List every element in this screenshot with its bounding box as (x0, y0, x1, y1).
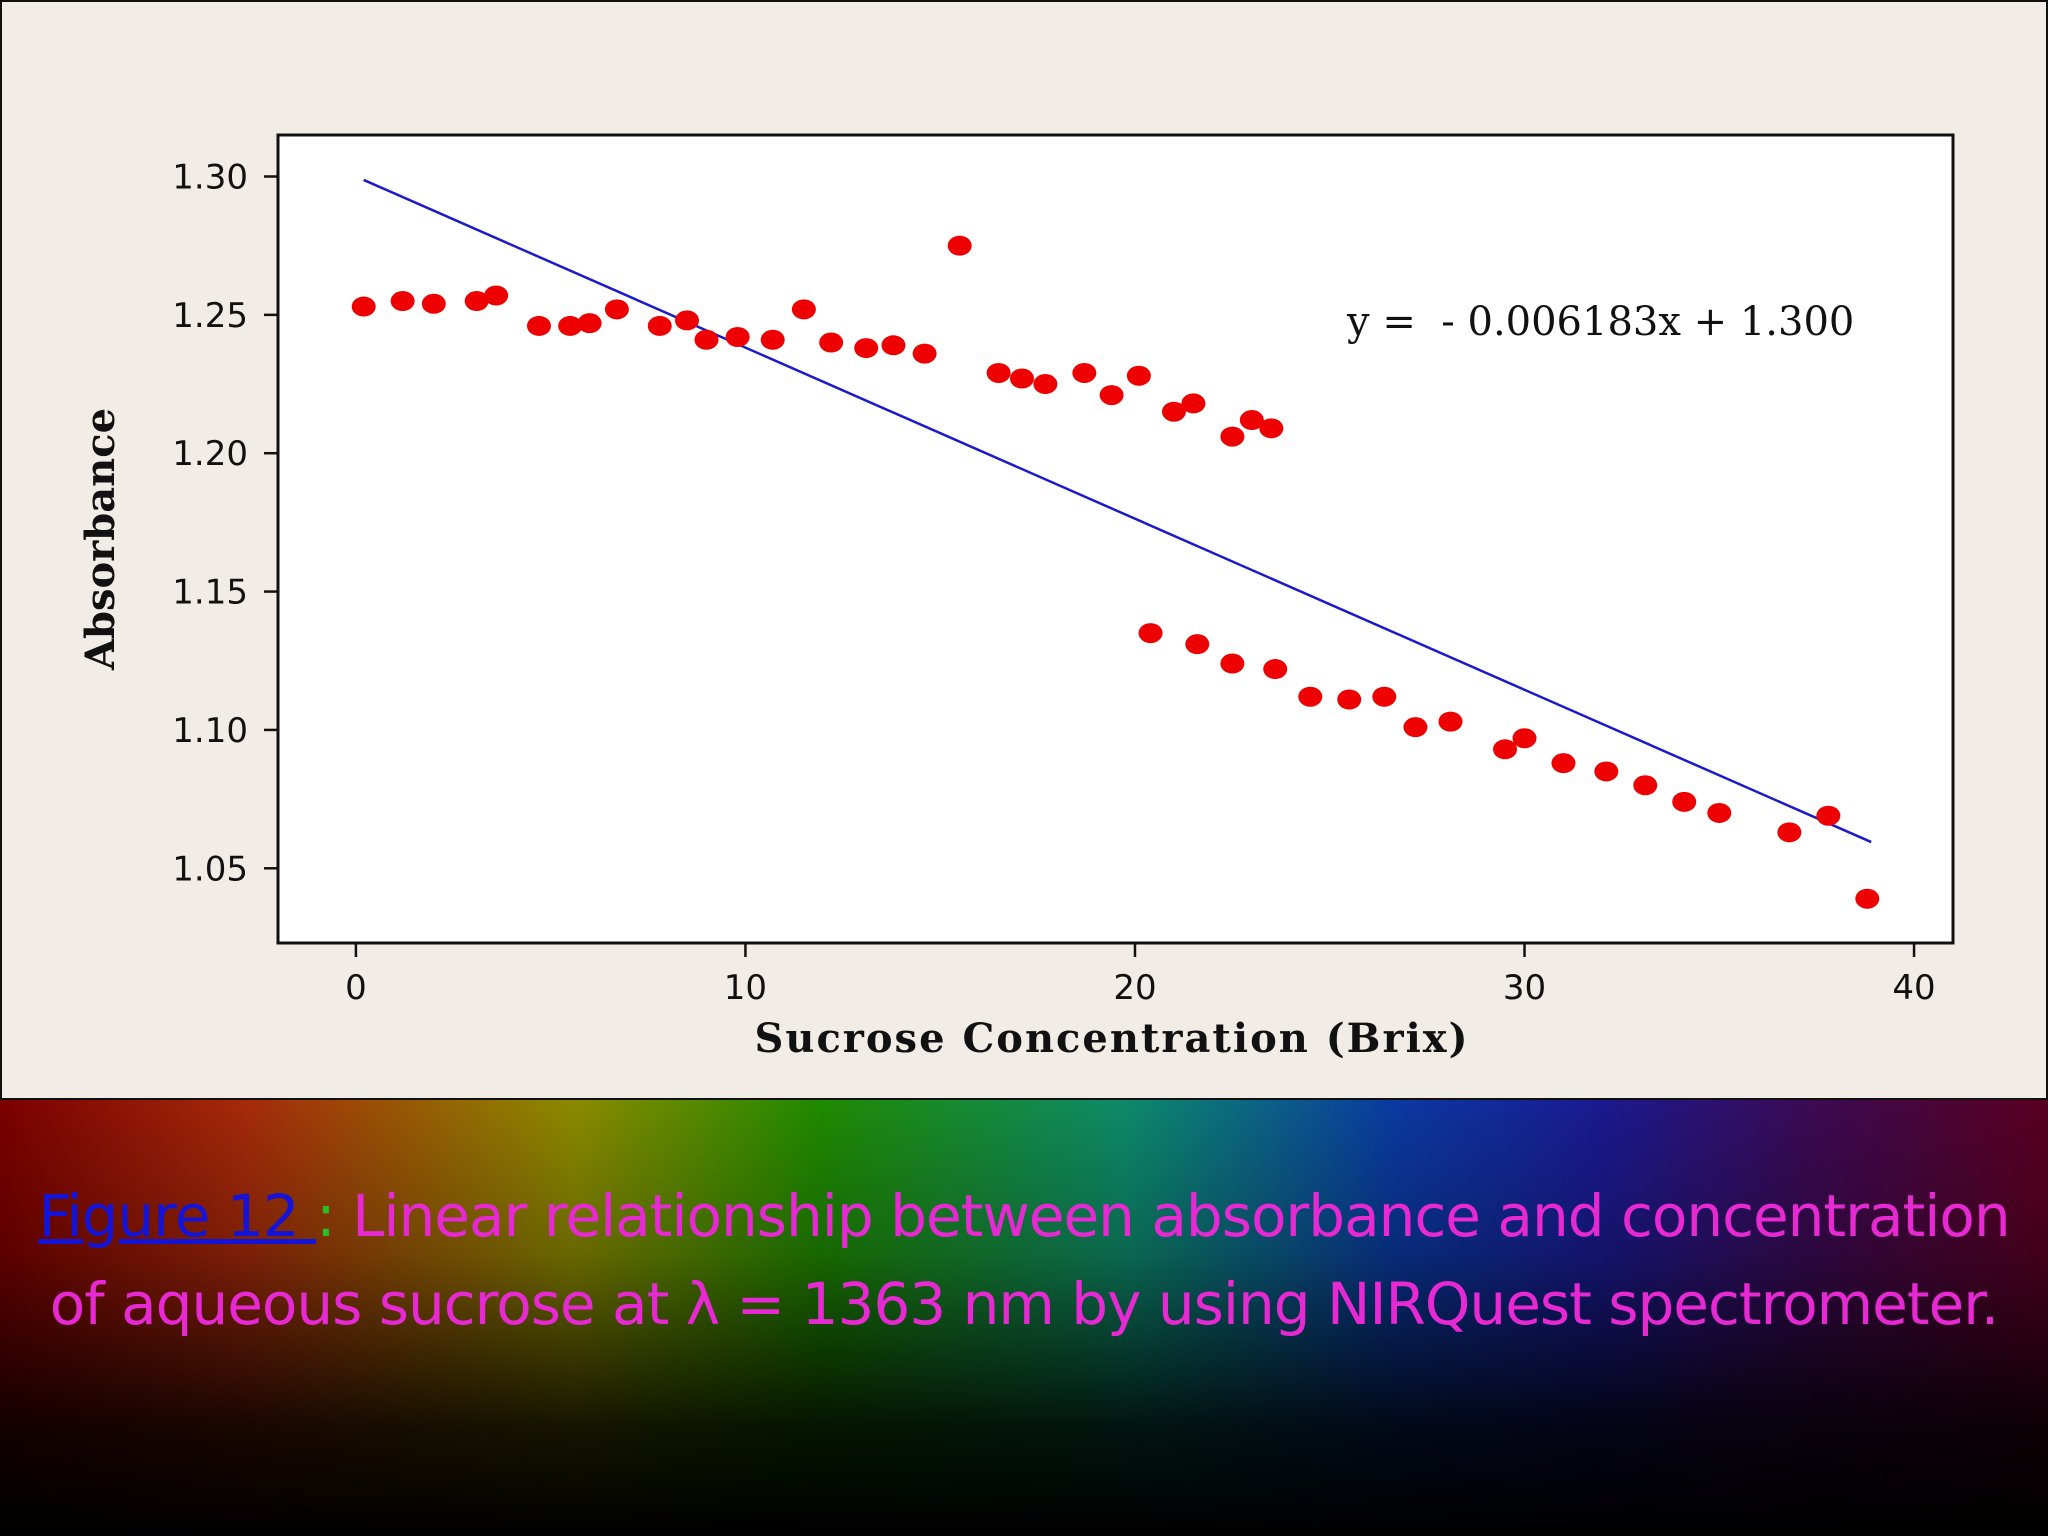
data-point (1181, 393, 1206, 414)
data-point (558, 315, 583, 336)
caption-text: Linear relationship between absorbance a… (49, 1182, 2011, 1338)
data-point (725, 327, 750, 347)
figure-panel: 1.05 1.10 1.15 1.20 1.25 1.30 0 10 20 30 40 y = -… (0, 0, 2048, 1100)
data-point (675, 310, 700, 331)
data-point (484, 285, 509, 306)
data-point (986, 362, 1011, 383)
data-point (1010, 368, 1035, 389)
data-point (1337, 689, 1362, 710)
y-axis-title: Absorbance (77, 408, 124, 671)
data-point (1633, 775, 1658, 796)
data-point (1072, 362, 1097, 383)
data-point (577, 313, 602, 334)
data-point (421, 293, 446, 314)
data-point (1777, 822, 1802, 843)
data-point (1161, 401, 1186, 422)
data-point (390, 291, 415, 312)
data-point (694, 329, 719, 350)
x-axis-title: Sucrose Concentration (Brix) (754, 1015, 1469, 1062)
data-point (1099, 385, 1124, 406)
y-tick-label: 1.10 (172, 711, 248, 751)
scatter-chart: 1.05 1.10 1.15 1.20 1.25 1.30 0 10 20 30 40 y = -… (77, 133, 1955, 1062)
y-axis: 1.05 1.10 1.15 1.20 1.25 1.30 (172, 158, 278, 889)
data-point (1138, 623, 1163, 644)
x-axis: 0 10 20 30 40 (345, 943, 1936, 1008)
x-tick-label: 30 (1503, 968, 1546, 1008)
x-tick-label: 10 (724, 968, 767, 1008)
data-point (1438, 711, 1463, 732)
data-point (1220, 426, 1245, 447)
data-point (1512, 728, 1537, 749)
data-point (351, 296, 376, 317)
data-point (819, 332, 844, 353)
y-tick-label: 1.20 (172, 434, 248, 474)
data-point (1239, 410, 1264, 431)
data-point (1594, 761, 1619, 782)
data-point (1298, 686, 1323, 707)
data-point (1126, 365, 1151, 386)
regression-equation: y = - 0.006183x + 1.300 (1346, 299, 1854, 345)
data-point (1403, 717, 1428, 738)
data-point (760, 329, 785, 350)
data-point (1672, 791, 1697, 812)
data-point (947, 235, 972, 256)
data-point (1493, 739, 1518, 760)
data-point (1816, 805, 1841, 826)
figure-caption: Figure 12 : Linear relationship between … (30, 1172, 2018, 1348)
data-point (881, 335, 906, 356)
y-tick-label: 1.05 (172, 849, 248, 889)
x-tick-label: 20 (1113, 968, 1156, 1008)
data-point (1707, 802, 1732, 823)
data-point (1263, 659, 1288, 680)
data-point (854, 338, 879, 359)
y-tick-label: 1.25 (172, 296, 248, 336)
data-point (1033, 374, 1058, 395)
data-point (912, 343, 937, 364)
data-point (1855, 888, 1880, 909)
y-tick-label: 1.30 (172, 158, 248, 198)
data-point (464, 291, 489, 312)
data-point (604, 299, 629, 320)
data-point (791, 299, 816, 320)
y-tick-label: 1.15 (172, 573, 248, 613)
caption-band: Figure 12 : Linear relationship between … (0, 1100, 2048, 1536)
data-point (1185, 634, 1210, 655)
trend-line (363, 178, 1872, 844)
x-tick-label: 0 (345, 968, 367, 1008)
figure-link[interactable]: Figure 12 (38, 1182, 317, 1250)
data-point (1259, 418, 1284, 439)
data-point (1551, 753, 1576, 774)
data-point (1372, 686, 1397, 707)
data-point (647, 315, 672, 336)
data-point (526, 315, 551, 336)
data-point (1220, 653, 1245, 674)
x-tick-label: 40 (1892, 968, 1935, 1008)
plot-area (276, 133, 1955, 945)
data-points (351, 235, 1880, 909)
caption-separator: : (316, 1182, 336, 1250)
